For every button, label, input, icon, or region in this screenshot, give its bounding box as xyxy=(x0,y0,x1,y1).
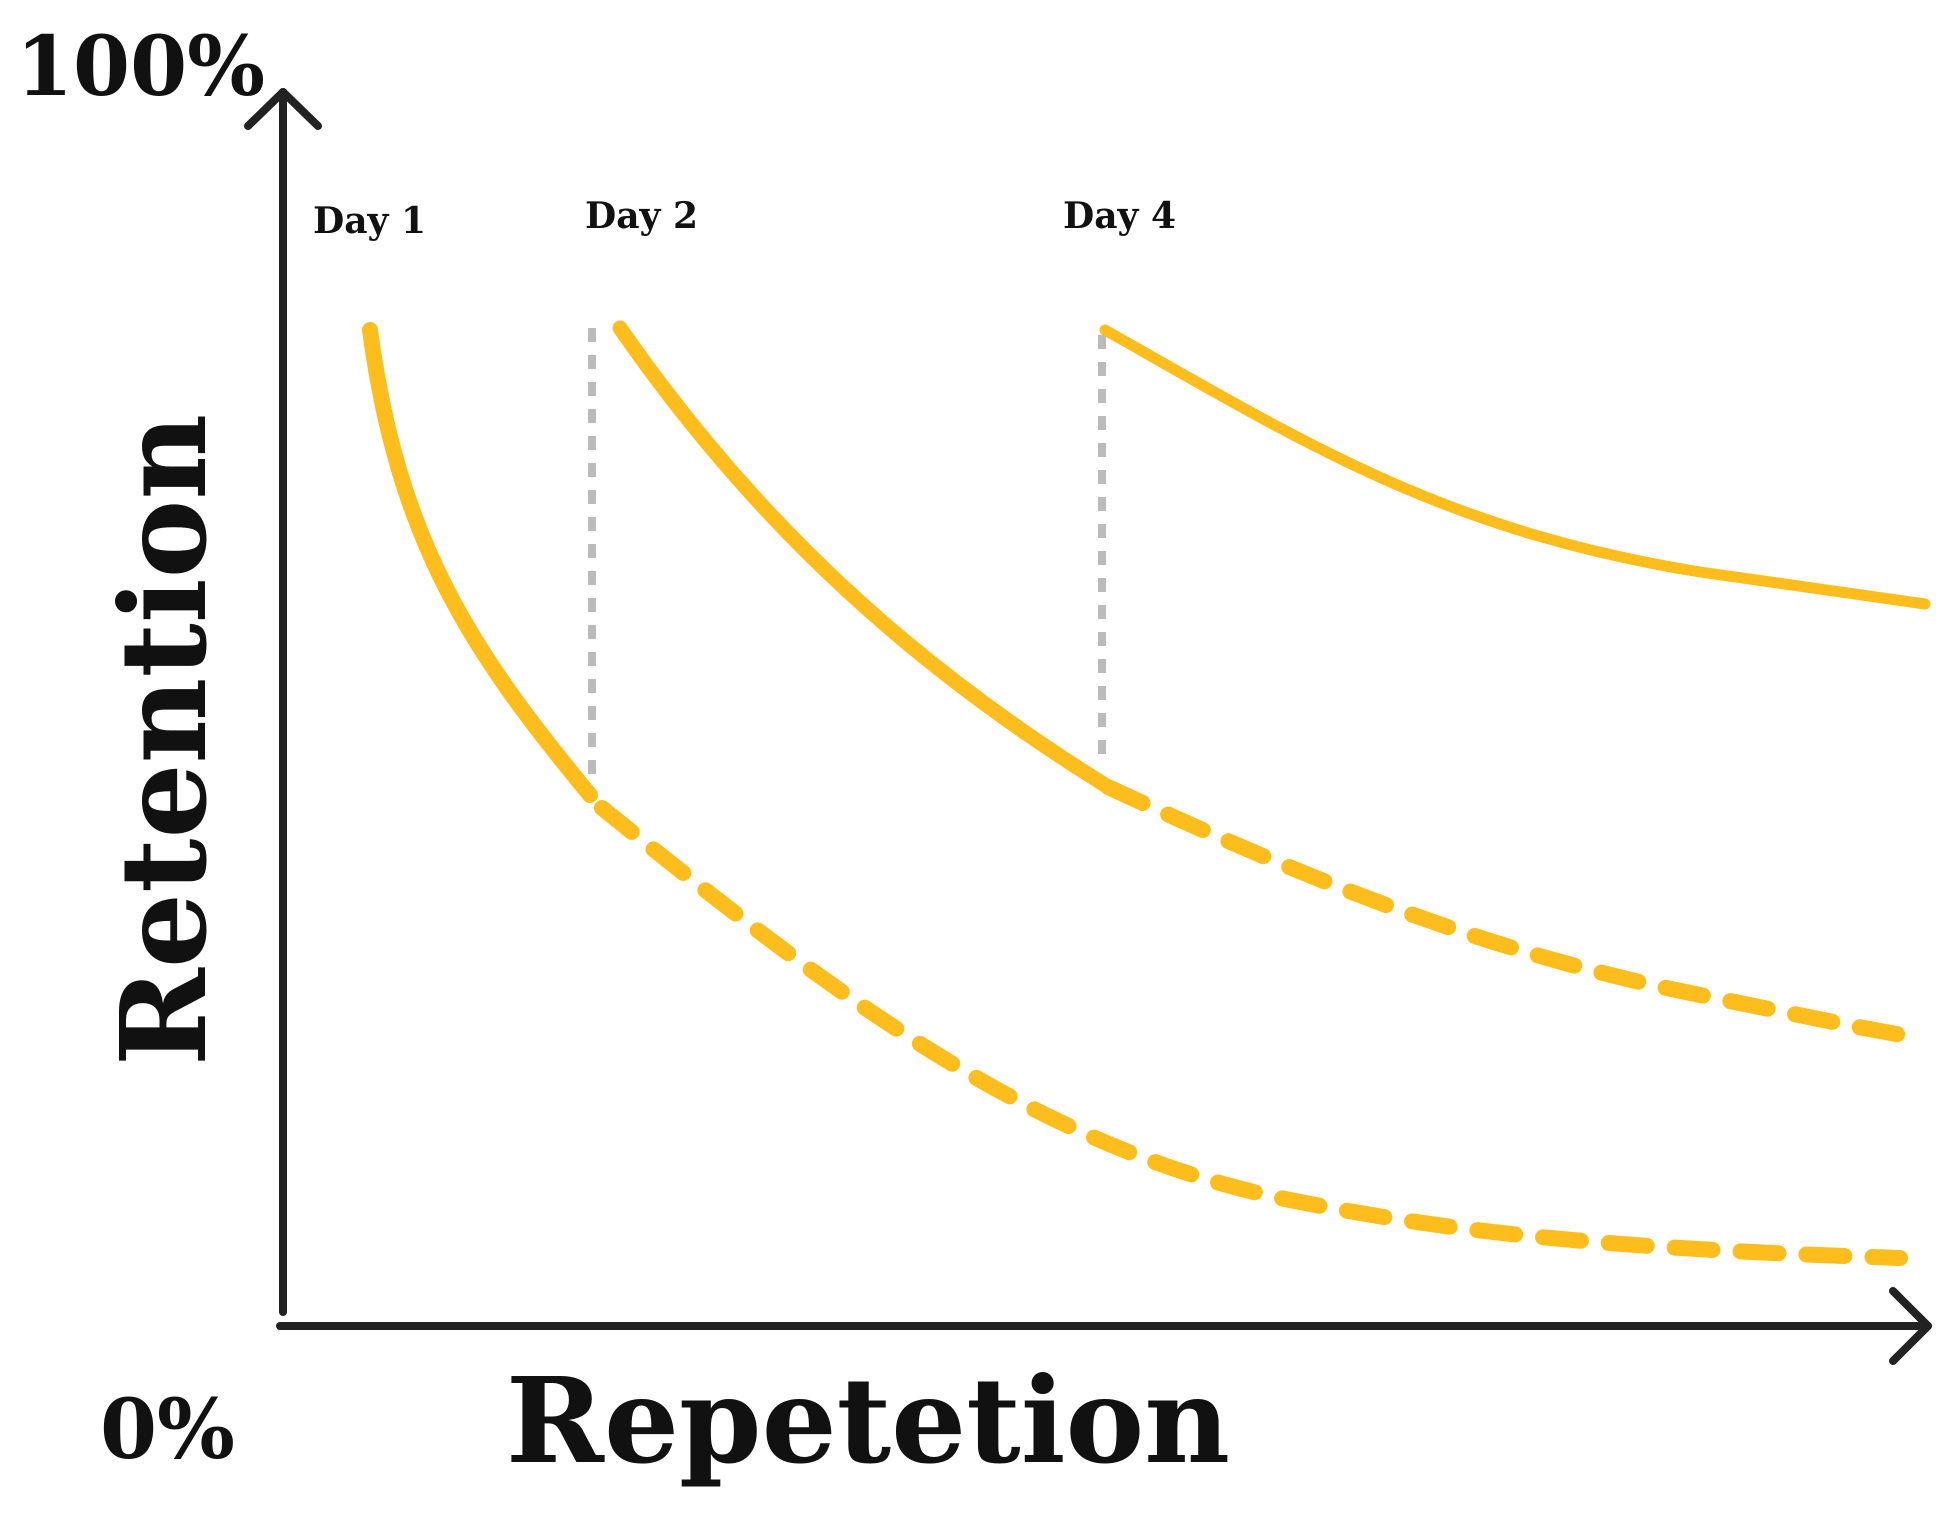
x-axis-title: Repetetion xyxy=(506,1351,1230,1490)
review-guides xyxy=(588,328,1106,780)
top-percent-label: 100% xyxy=(16,19,265,115)
retention-curve-day-1 xyxy=(362,322,598,803)
decay-curve-after-day-2 xyxy=(1100,779,1910,1043)
y-axis-arrowhead xyxy=(244,88,322,130)
day-4-label: Day 4 xyxy=(1063,195,1176,237)
bottom-percent-label: 0% xyxy=(100,1382,235,1478)
projected-decay-curves xyxy=(594,779,1910,1266)
retention-curve-day-4 xyxy=(1099,324,1931,610)
y-axis-title: Retention xyxy=(94,414,233,1066)
x-axis-arrowhead xyxy=(1889,1287,1932,1365)
day-1-label: Day 1 xyxy=(313,200,426,242)
day-2-label: Day 2 xyxy=(585,195,698,237)
axes xyxy=(244,88,1932,1365)
decay-curve-after-day-1 xyxy=(594,800,1908,1266)
retention-curve-day-2 xyxy=(612,320,1113,793)
retention-curves xyxy=(362,320,1931,803)
